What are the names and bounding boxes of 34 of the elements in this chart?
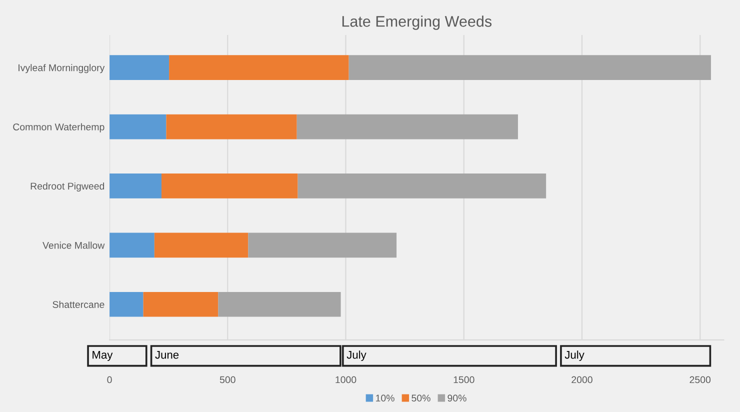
x-tick-label: 0 [107, 376, 112, 384]
bar [110, 232, 154, 258]
bar [143, 292, 218, 317]
legend-label: 90% [448, 394, 466, 402]
x-tick-label: 1500 [454, 376, 474, 384]
x-tick-label: 500 [220, 376, 236, 384]
bar [161, 174, 298, 198]
bar [110, 292, 144, 317]
x-tick-label: 2000 [572, 376, 592, 384]
bar [154, 232, 248, 258]
chart-title: Late Emerging Weeds [342, 16, 492, 30]
text: July [346, 350, 366, 361]
x-tick-label: 1000 [336, 376, 356, 384]
text: May [92, 350, 113, 361]
bar [110, 174, 162, 198]
bar [166, 114, 297, 140]
bar [169, 55, 349, 80]
bar [348, 55, 711, 80]
x-tick-label: 2500 [690, 376, 711, 384]
bar [296, 114, 518, 140]
text: June [155, 350, 179, 359]
legend-label: 50% [412, 394, 430, 402]
bar [110, 114, 166, 140]
bar [248, 232, 397, 258]
y-tick-label: Redroot Pigweed [30, 182, 104, 192]
y-tick-label: Shattercane [52, 300, 104, 308]
bar [218, 292, 341, 317]
y-tick-label: Common Waterhemp [13, 123, 104, 132]
bar [298, 174, 546, 198]
legend-label: 10% [376, 394, 394, 402]
bar [110, 55, 170, 80]
y-tick-label: Ivyleaf Morningglory [18, 64, 105, 74]
y-tick-label: Venice Mallow [42, 242, 105, 249]
text: July [564, 350, 584, 361]
